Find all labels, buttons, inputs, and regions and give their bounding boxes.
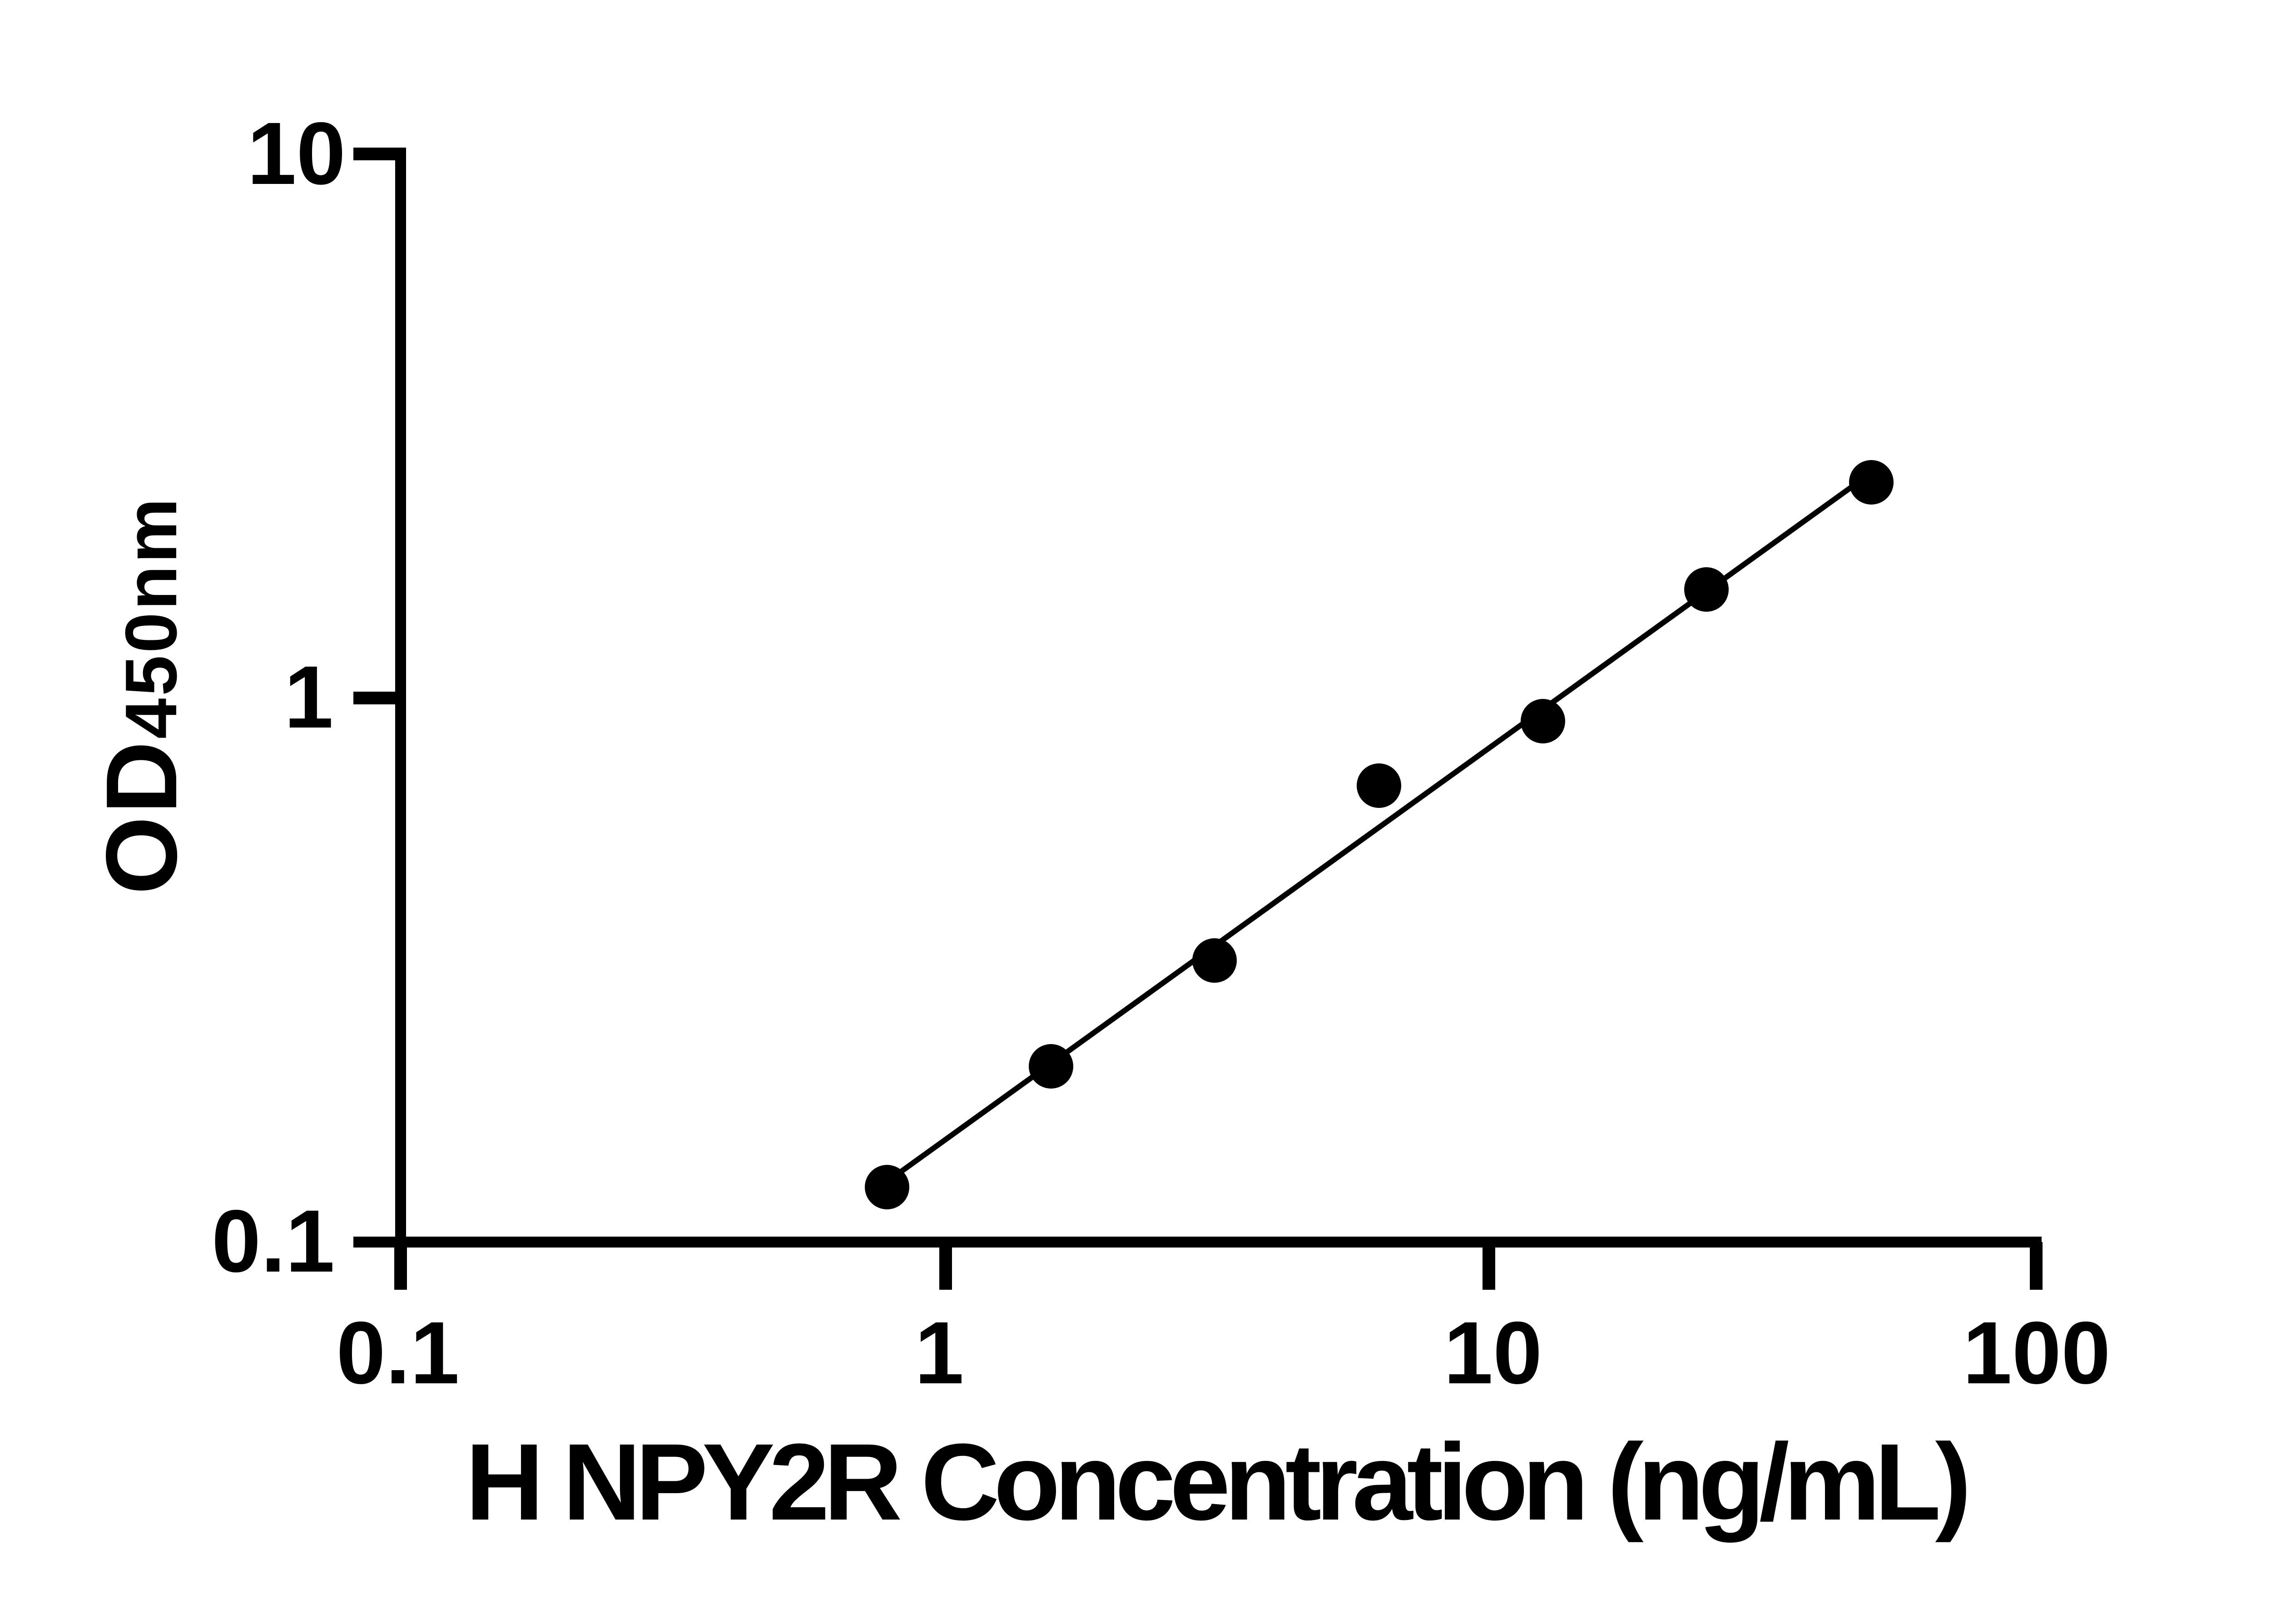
svg-text:0.1: 0.1 — [212, 1192, 335, 1291]
svg-text:1: 1 — [284, 648, 333, 747]
svg-text:10: 10 — [1444, 1303, 1542, 1402]
svg-text:0.1: 0.1 — [336, 1303, 459, 1402]
svg-text:100: 100 — [1963, 1303, 2110, 1402]
svg-text:H NPY2R Concentration (ng/mL): H NPY2R Concentration (ng/mL) — [465, 1421, 1966, 1543]
svg-text:10: 10 — [247, 104, 346, 203]
svg-text:1: 1 — [915, 1303, 964, 1402]
